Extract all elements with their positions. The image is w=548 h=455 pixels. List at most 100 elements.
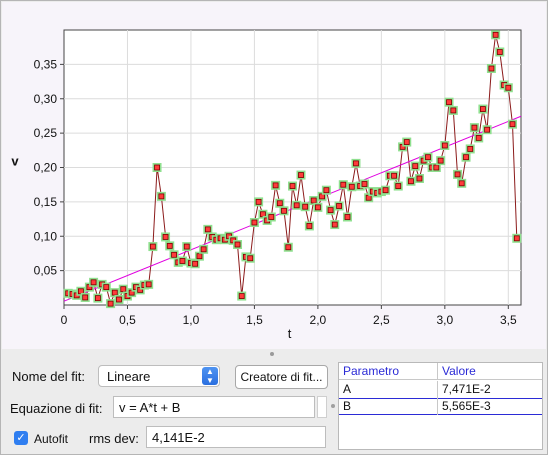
data-point[interactable] (238, 293, 245, 299)
data-point[interactable] (340, 181, 347, 188)
data-point[interactable] (116, 296, 122, 303)
param-value-cell[interactable]: 7,471E-2 (442, 382, 491, 396)
data-point[interactable] (509, 121, 516, 128)
data-point[interactable] (446, 99, 452, 106)
equation-label: Equazione di fit: (10, 401, 103, 416)
data-point[interactable] (204, 226, 211, 233)
data-point[interactable] (281, 207, 287, 214)
y-tick-label: 0,15 (34, 195, 58, 209)
data-point[interactable] (425, 154, 431, 161)
data-point[interactable] (344, 214, 351, 220)
data-point[interactable] (467, 146, 474, 152)
data-point[interactable] (348, 183, 355, 190)
data-point[interactable] (145, 281, 152, 288)
data-point[interactable] (94, 295, 101, 302)
data-point[interactable] (323, 187, 330, 194)
data-point[interactable] (450, 107, 457, 114)
data-point[interactable] (408, 178, 414, 185)
data-point[interactable] (82, 294, 89, 301)
y-tick-label: 0,20 (34, 161, 58, 175)
data-point[interactable] (293, 202, 300, 209)
data-point[interactable] (310, 197, 317, 204)
parameters-table: Parametro Valore A 7,471E-2 B 5,565E-3 (338, 362, 543, 450)
data-point[interactable] (285, 244, 292, 251)
data-point[interactable] (154, 164, 160, 171)
autofit-checkbox[interactable]: ✓ (14, 431, 28, 445)
data-point[interactable] (471, 124, 478, 131)
x-tick-label: 3,0 (436, 313, 453, 327)
data-point[interactable] (103, 284, 110, 291)
data-point[interactable] (505, 84, 512, 91)
data-point[interactable] (454, 171, 461, 178)
data-point[interactable] (496, 49, 503, 55)
plot-panel: 0 0,5 1,0 1,5 2,0 2,5 3,0 3,5 0,05 0,10 0,15 0,20 0,… (2, 2, 546, 349)
data-point[interactable] (192, 260, 199, 267)
autofit-label: Autofit (34, 432, 69, 446)
data-point[interactable] (255, 198, 262, 205)
data-point[interactable] (251, 219, 258, 226)
data-point[interactable] (361, 181, 368, 187)
fit-builder-button[interactable]: Creatore di fit... (235, 365, 328, 389)
data-point[interactable] (403, 139, 410, 145)
data-point[interactable] (120, 286, 127, 293)
data-point[interactable] (149, 243, 156, 250)
data-point[interactable] (395, 183, 402, 189)
fit-name-selected-value: Lineare (107, 369, 151, 384)
data-point[interactable] (247, 255, 254, 262)
data-point[interactable] (90, 279, 97, 286)
data-point[interactable] (480, 106, 486, 112)
data-point[interactable] (331, 221, 338, 228)
data-point[interactable] (492, 31, 499, 38)
data-point[interactable] (441, 142, 448, 149)
column-header-value[interactable]: Valore (438, 363, 542, 380)
data-point[interactable] (276, 200, 283, 207)
y-tick-label: 0,25 (34, 126, 58, 140)
data-point[interactable] (179, 258, 186, 264)
data-point[interactable] (268, 214, 275, 220)
data-point[interactable] (272, 182, 279, 189)
data-point[interactable] (302, 203, 309, 210)
rms-dev-field: 4,141E-2 (146, 426, 326, 448)
param-name-cell: B (339, 398, 438, 415)
data-point[interactable] (166, 242, 173, 249)
x-tick-label: 1,5 (246, 313, 263, 327)
data-point[interactable] (475, 135, 482, 141)
data-point[interactable] (416, 175, 423, 182)
data-point[interactable] (171, 251, 177, 258)
data-point[interactable] (433, 164, 440, 171)
equation-field[interactable]: v = A*t + B (113, 396, 315, 418)
checkmark-icon: ✓ (16, 432, 26, 444)
data-point[interactable] (107, 300, 114, 307)
data-point[interactable] (234, 241, 241, 248)
table-row[interactable]: B 5,565E-3 (339, 398, 542, 415)
table-row[interactable]: A 7,471E-2 (339, 381, 542, 398)
x-tick-label: 2,0 (310, 313, 327, 327)
data-point[interactable] (314, 204, 321, 211)
panel-splitter[interactable] (0, 350, 546, 358)
data-point[interactable] (327, 207, 334, 214)
column-header-parameter[interactable]: Parametro (339, 363, 438, 380)
data-point[interactable] (382, 187, 389, 194)
data-point[interactable] (289, 183, 296, 189)
data-point[interactable] (162, 234, 169, 240)
data-point[interactable] (298, 172, 304, 178)
data-point[interactable] (306, 223, 313, 229)
data-point[interactable] (391, 172, 397, 179)
data-point[interactable] (183, 243, 190, 250)
data-point[interactable] (484, 126, 491, 133)
data-point[interactable] (437, 157, 444, 164)
data-point[interactable] (336, 203, 342, 209)
data-point[interactable] (196, 253, 203, 260)
data-point[interactable] (158, 193, 165, 200)
data-point[interactable] (463, 154, 469, 161)
data-point[interactable] (353, 160, 359, 167)
data-point[interactable] (111, 289, 118, 296)
data-point[interactable] (513, 235, 520, 242)
data-point[interactable] (200, 246, 207, 253)
scatter-plot[interactable]: 0 0,5 1,0 1,5 2,0 2,5 3,0 3,5 0,05 0,10 0,15 0,20 0,… (2, 2, 546, 349)
param-value-cell[interactable]: 5,565E-3 (442, 399, 491, 413)
data-point[interactable] (488, 65, 495, 72)
data-point[interactable] (412, 163, 419, 170)
fit-name-select[interactable]: Lineare ▲ ▼ (98, 365, 220, 387)
data-point[interactable] (458, 180, 465, 187)
